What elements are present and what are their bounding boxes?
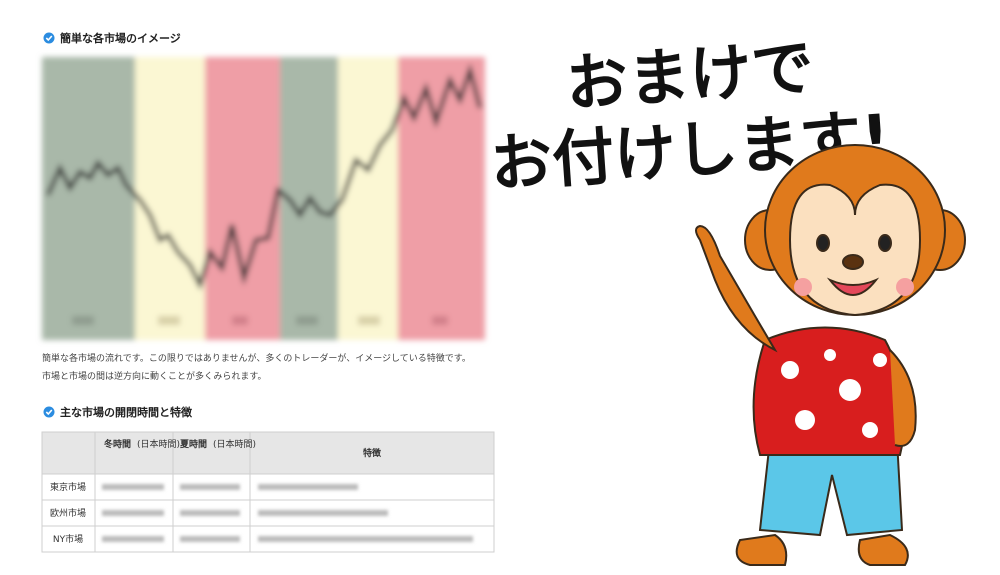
mascot	[695, 144, 966, 566]
banner-text: おまけで	[563, 30, 816, 120]
check-mark	[45, 35, 53, 42]
table-header-note: (日本時間)	[137, 438, 180, 450]
heading: 主な市場の開閉時間と特徴	[60, 405, 193, 419]
row-label: NY市場	[53, 533, 83, 545]
paragraph-line: 簡単な各市場の流れです。この限りではありませんが、多くのトレーダーが、イメージし…	[42, 352, 471, 364]
blurred-chart	[42, 57, 485, 340]
table-header: 夏時間	[179, 438, 207, 450]
row-label: 欧州市場	[50, 507, 86, 519]
table-header: 冬時間	[104, 438, 131, 450]
blurred-cells	[102, 484, 473, 542]
table	[41, 431, 495, 553]
heading: 簡単な各市場のイメージ	[60, 31, 181, 45]
table-header: 特徴	[363, 447, 382, 459]
paragraph-line: 市場と市場の間は逆方向に動くことが多くみられます。	[42, 370, 266, 382]
table-header-note: (日本時間)	[213, 438, 256, 450]
row-label: 東京市場	[50, 481, 86, 493]
check-mark	[45, 409, 53, 416]
